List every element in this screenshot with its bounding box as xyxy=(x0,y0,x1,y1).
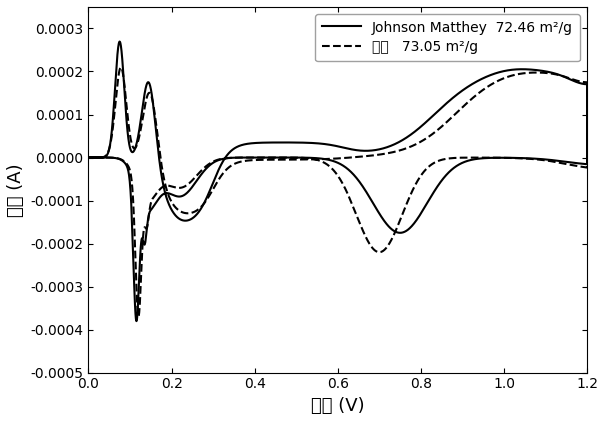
X-axis label: 电压 (V): 电压 (V) xyxy=(311,397,365,415)
自制   73.05 m²/g xyxy=(448,156,456,161)
Y-axis label: 电流 (A): 电流 (A) xyxy=(7,163,25,216)
自制   73.05 m²/g xyxy=(492,155,499,160)
Johnson Matthey  72.46 m²/g xyxy=(85,155,92,160)
自制   73.05 m²/g xyxy=(135,314,142,319)
Johnson Matthey  72.46 m²/g xyxy=(492,155,499,160)
Johnson Matthey  72.46 m²/g xyxy=(342,165,350,170)
自制   73.05 m²/g xyxy=(85,155,92,160)
Line: 自制   73.05 m²/g: 自制 73.05 m²/g xyxy=(88,68,587,316)
Johnson Matthey  72.46 m²/g xyxy=(289,155,296,160)
Johnson Matthey  72.46 m²/g xyxy=(446,98,453,103)
自制   73.05 m²/g xyxy=(342,188,350,193)
Johnson Matthey  72.46 m²/g xyxy=(85,155,92,160)
自制   73.05 m²/g xyxy=(135,136,142,141)
Johnson Matthey  72.46 m²/g xyxy=(135,130,142,135)
Line: Johnson Matthey  72.46 m²/g: Johnson Matthey 72.46 m²/g xyxy=(88,41,587,321)
Johnson Matthey  72.46 m²/g xyxy=(116,39,123,44)
Legend: Johnson Matthey  72.46 m²/g, 自制   73.05 m²/g: Johnson Matthey 72.46 m²/g, 自制 73.05 m²/… xyxy=(315,14,580,61)
Johnson Matthey  72.46 m²/g xyxy=(448,167,456,172)
自制   73.05 m²/g xyxy=(446,117,453,122)
自制   73.05 m²/g xyxy=(289,155,296,160)
Johnson Matthey  72.46 m²/g xyxy=(133,319,140,324)
自制   73.05 m²/g xyxy=(117,65,125,70)
自制   73.05 m²/g xyxy=(85,155,92,160)
